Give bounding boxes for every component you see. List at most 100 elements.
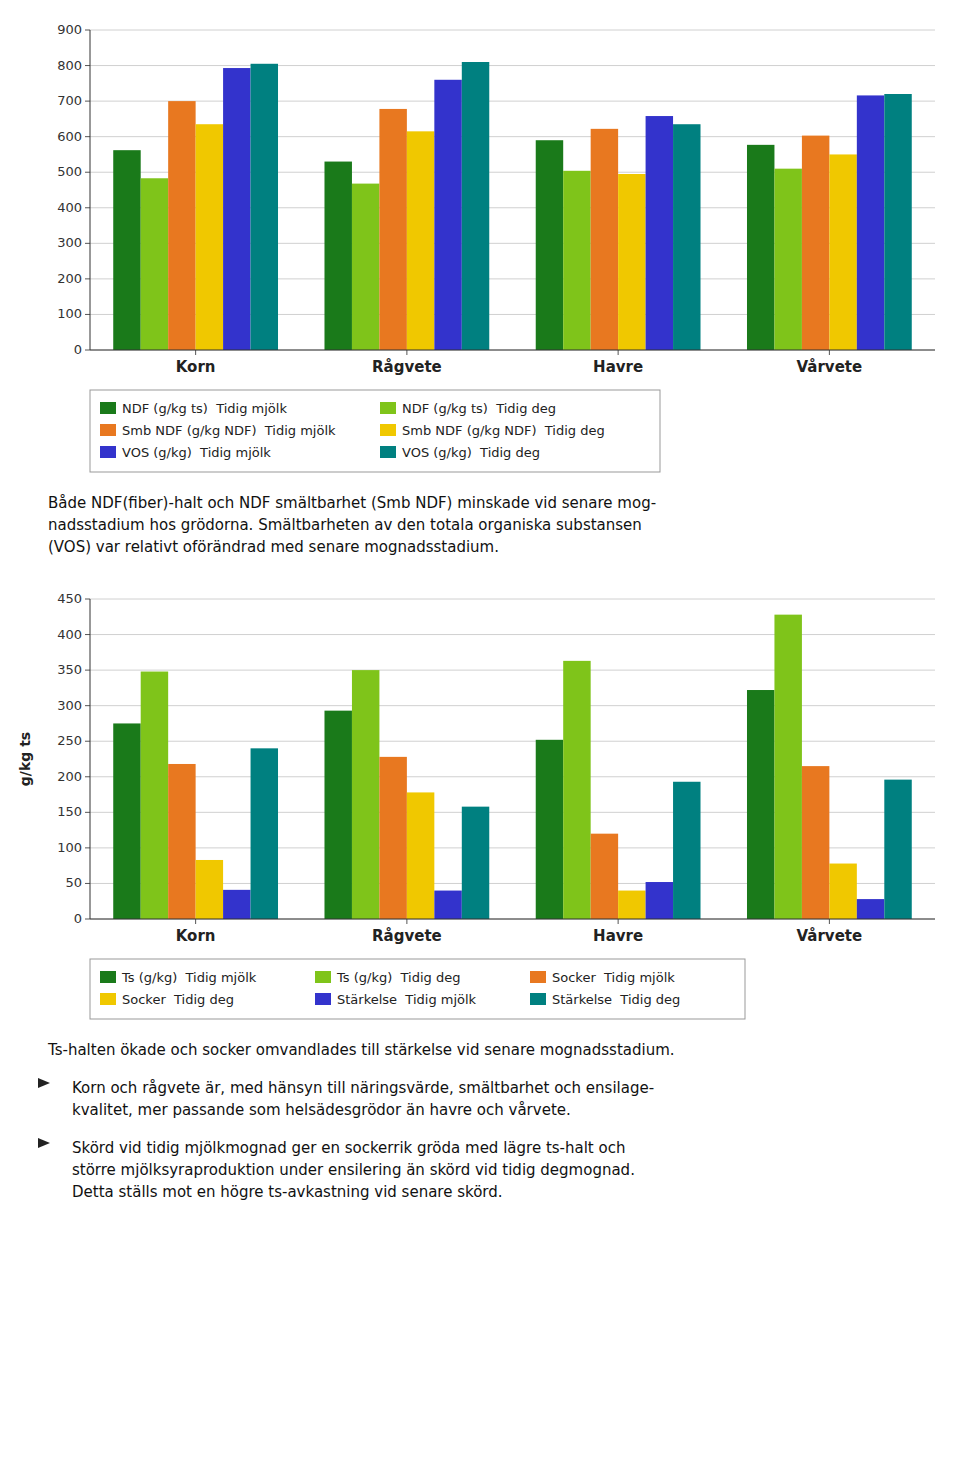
annotation-text: Detta ställs mot en högre ts-avkastning … <box>72 1183 503 1201</box>
x-tick-label: Rågvete <box>372 358 442 376</box>
y-tick-label: 250 <box>57 733 82 748</box>
annotation-text: Korn och rågvete är, med hänsyn till när… <box>72 1079 654 1097</box>
bars <box>113 615 912 919</box>
grid-line <box>90 30 935 31</box>
x-tick <box>195 919 196 924</box>
bar <box>802 136 829 350</box>
bar <box>591 834 618 919</box>
bar <box>462 807 489 919</box>
bar <box>618 891 645 919</box>
y-tick <box>85 847 90 848</box>
bar <box>223 68 250 350</box>
y-tick-label: 50 <box>65 875 82 890</box>
bar <box>536 140 563 350</box>
annotation-text: Ts-halten ökade och socker omvandlades t… <box>47 1041 675 1059</box>
y-tick <box>85 776 90 777</box>
bar <box>591 129 618 350</box>
legend-label: Socker Tidig mjölk <box>552 970 675 985</box>
annotation-text: Både NDF(fiber)-halt och NDF smältbarhet… <box>48 494 656 512</box>
grid-line <box>90 919 935 920</box>
bar <box>857 899 884 919</box>
bar <box>352 184 379 350</box>
grid-line <box>90 741 935 742</box>
bar <box>673 124 700 350</box>
bar <box>223 890 250 919</box>
grid-line <box>90 350 935 351</box>
figure: 0100200300400500600700800900KornRågveteH… <box>0 0 960 1461</box>
annotations: Ts-halten ökade och socker omvandlades t… <box>38 1041 675 1201</box>
background <box>0 0 960 1461</box>
bar <box>113 150 140 350</box>
grid-line <box>90 705 935 706</box>
legend-label: Ts (g/kg) Tidig mjölk <box>121 970 257 985</box>
legend: NDF (g/kg ts) Tidig mjölkNDF (g/kg ts) T… <box>90 390 660 472</box>
y-tick-label: 150 <box>57 804 82 819</box>
grid-line <box>90 670 935 671</box>
bar <box>774 169 801 350</box>
y-tick <box>85 278 90 279</box>
y-axis-label: g/kg ts <box>17 732 33 786</box>
legend-swatch <box>530 993 546 1005</box>
legend-label: Socker Tidig deg <box>122 992 234 1007</box>
bar <box>352 670 379 919</box>
bar <box>113 723 140 919</box>
bar <box>829 154 856 350</box>
bar <box>141 178 168 350</box>
y-tick <box>85 350 90 351</box>
x-tick-label: Vårvete <box>797 927 863 945</box>
bullet-marker <box>38 1078 50 1088</box>
legend-label: Stärkelse Tidig mjölk <box>337 992 477 1007</box>
y-tick <box>85 243 90 244</box>
bullet-marker <box>38 1138 50 1148</box>
bar <box>251 64 278 350</box>
y-tick <box>85 670 90 671</box>
bar <box>196 124 223 350</box>
bar <box>673 782 700 919</box>
y-tick <box>85 136 90 137</box>
bar <box>563 171 590 350</box>
y-tick-label: 800 <box>57 58 82 73</box>
bar <box>536 740 563 919</box>
grid-line <box>90 599 935 600</box>
y-tick <box>85 207 90 208</box>
bar <box>324 162 351 350</box>
bar <box>802 766 829 919</box>
y-tick <box>85 172 90 173</box>
annotation-text: större mjölksyraproduktion under ensiler… <box>72 1161 635 1179</box>
x-axis <box>90 350 935 351</box>
y-tick <box>85 634 90 635</box>
legend-swatch <box>100 971 116 983</box>
bar <box>884 94 911 350</box>
legend-frame <box>90 390 660 472</box>
y-axis <box>90 30 91 350</box>
bar <box>196 860 223 919</box>
chart: 050100150200250300350400450g/kg tsKornRå… <box>17 591 935 1019</box>
annotation-text: Skörd vid tidig mjölkmognad ger en socke… <box>72 1139 625 1157</box>
y-tick <box>85 812 90 813</box>
bar <box>251 748 278 919</box>
y-tick <box>85 101 90 102</box>
y-tick-label: 300 <box>57 235 82 250</box>
bar <box>324 711 351 919</box>
bar <box>434 80 461 350</box>
bars <box>113 62 912 350</box>
y-tick <box>85 741 90 742</box>
bar <box>141 672 168 919</box>
y-tick-label: 450 <box>57 591 82 606</box>
bar <box>168 764 195 919</box>
y-tick-label: 900 <box>57 22 82 37</box>
y-tick-label: 0 <box>74 911 82 926</box>
bar <box>857 95 884 350</box>
y-axis <box>90 599 91 919</box>
y-tick-label: 500 <box>57 164 82 179</box>
bar <box>829 864 856 919</box>
bar <box>462 62 489 350</box>
x-tick <box>829 350 830 355</box>
legend-label: VOS (g/kg) Tidig mjölk <box>122 445 271 460</box>
legend-label: NDF (g/kg ts) Tidig deg <box>402 401 556 416</box>
y-tick <box>85 314 90 315</box>
legend-label: Smb NDF (g/kg NDF) Tidig deg <box>402 423 605 438</box>
y-tick <box>85 883 90 884</box>
annotation-text: (VOS) var relativt oförändrad med senare… <box>48 538 499 556</box>
x-tick <box>195 350 196 355</box>
